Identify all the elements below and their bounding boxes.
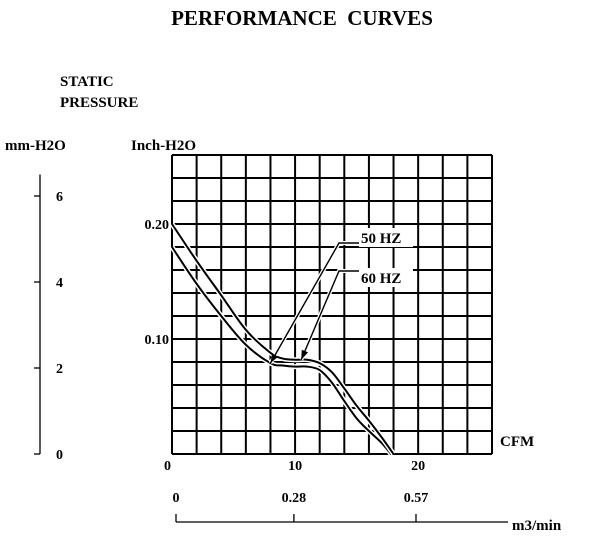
m3-min-axis: 0 0.28 0.57 [173, 491, 508, 523]
series-line-50-hz [171, 246, 392, 455]
annotation-label: 50 HZ [361, 231, 401, 247]
annotation-leader-halo [268, 241, 359, 365]
m3-tick-label: 0.57 [404, 491, 429, 506]
annotation-arrowhead [270, 353, 279, 364]
annotation-label-bg [359, 268, 413, 287]
chart-title: PERFORMANCE CURVES [171, 6, 433, 30]
annotations: 50 HZ 60 HZ [268, 228, 413, 365]
y-tick-label: 0.20 [145, 218, 170, 233]
annotation-leader [269, 242, 359, 364]
annotation-label: 60 HZ [361, 271, 401, 287]
tick-labels: 0 10 20 0.10 0.20 [145, 218, 426, 474]
mm-tick-label: 0 [56, 448, 63, 463]
x-tick-label: 20 [411, 459, 425, 474]
mm-tick-label: 6 [56, 190, 63, 205]
m3-tick-label: 0.28 [282, 491, 307, 506]
y-units-left-label: mm-H2O [5, 138, 66, 154]
annotation-label-bg [359, 228, 413, 247]
y-units-right-label: Inch-H2O [131, 138, 196, 154]
x2-axis-label: m3/min [512, 518, 562, 534]
y-tick-label: 0.10 [145, 333, 170, 348]
x-axis-label: CFM [500, 434, 534, 450]
series-halo-50-hz [169, 245, 393, 456]
mm-tick-label: 2 [56, 362, 63, 377]
y-axis-label-line-1: STATIC [60, 74, 114, 90]
mm-tick-label: 4 [56, 276, 63, 291]
annotation-leader [300, 270, 359, 360]
grid [171, 154, 493, 455]
mm-h2o-axis: 0 2 4 6 [34, 174, 63, 463]
y-axis-label-line-2: PRESSURE [60, 95, 138, 111]
series-line-60-hz [171, 223, 395, 455]
series-lines [169, 222, 396, 456]
annotation-arrowhead [301, 349, 309, 360]
x-tick-label: 10 [288, 459, 302, 474]
x-tick-label: 0 [164, 459, 171, 474]
m3-tick-label: 0 [173, 491, 180, 506]
